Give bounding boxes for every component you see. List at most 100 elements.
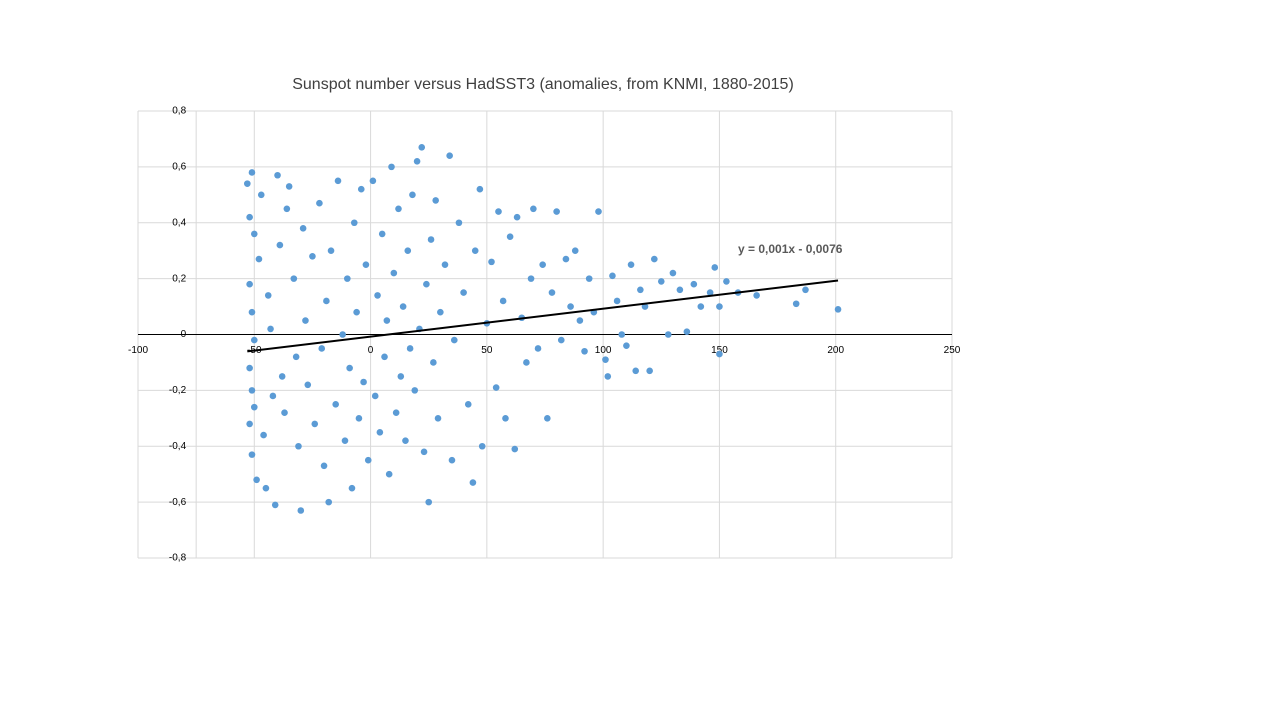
- point: [450, 336, 458, 344]
- point: [511, 445, 519, 453]
- point: [646, 367, 653, 375]
- point: [448, 456, 456, 464]
- point: [513, 213, 521, 221]
- point: [255, 255, 263, 263]
- point: [271, 501, 279, 509]
- point: [548, 289, 556, 296]
- point: [248, 308, 256, 316]
- y-tick-label: 0,8: [172, 106, 186, 117]
- point: [609, 272, 616, 280]
- point: [495, 208, 502, 215]
- y-tick-label: 0,6: [172, 162, 186, 173]
- point: [302, 317, 309, 324]
- point: [316, 199, 323, 207]
- point: [471, 247, 479, 254]
- point: [499, 297, 507, 305]
- point: [339, 331, 346, 338]
- point: [348, 484, 356, 492]
- y-tick-label: -0,2: [169, 385, 187, 396]
- point: [250, 403, 258, 411]
- point: [374, 292, 381, 299]
- point: [423, 280, 430, 288]
- point: [381, 353, 388, 361]
- x-tick-label: 200: [827, 345, 844, 356]
- point: [690, 280, 698, 288]
- point: [437, 308, 444, 316]
- point: [281, 409, 288, 417]
- point: [527, 275, 535, 282]
- point: [476, 185, 484, 193]
- point: [253, 476, 260, 484]
- point: [378, 230, 386, 238]
- point: [311, 420, 319, 428]
- point: [385, 470, 393, 478]
- point: [248, 451, 256, 458]
- point: [264, 292, 272, 299]
- point: [246, 280, 253, 288]
- point: [802, 286, 809, 294]
- point: [357, 185, 365, 193]
- y-tick-label: 0,2: [172, 273, 186, 284]
- point: [246, 420, 253, 428]
- point: [274, 171, 281, 179]
- point: [246, 364, 253, 372]
- point: [397, 373, 405, 380]
- point: [411, 387, 419, 394]
- point: [464, 401, 472, 408]
- x-tick-label: 0: [368, 345, 374, 356]
- point: [632, 367, 640, 375]
- point: [304, 381, 312, 389]
- point: [297, 507, 305, 514]
- point: [248, 169, 256, 176]
- trendline: [247, 279, 839, 353]
- point: [492, 384, 500, 391]
- point: [613, 297, 621, 305]
- point: [669, 269, 677, 277]
- point: [637, 286, 644, 294]
- point: [418, 144, 426, 151]
- point: [323, 297, 330, 305]
- point: [295, 442, 302, 450]
- point: [530, 205, 537, 213]
- point: [269, 392, 277, 400]
- y-tick-label: -0,8: [169, 553, 187, 564]
- point: [327, 247, 335, 254]
- point: [404, 247, 412, 254]
- x-tick-label: -100: [128, 345, 148, 356]
- point: [567, 303, 574, 310]
- y-tick-label: -0,6: [169, 497, 187, 508]
- point: [534, 345, 542, 352]
- point: [406, 345, 414, 352]
- point: [390, 269, 398, 277]
- x-tick-label: 50: [481, 345, 493, 356]
- point: [455, 219, 463, 227]
- point: [376, 428, 384, 436]
- point: [309, 252, 316, 260]
- point: [478, 442, 486, 450]
- point: [334, 177, 342, 185]
- point: [441, 261, 449, 268]
- point: [260, 431, 267, 439]
- point: [346, 364, 353, 372]
- point: [364, 456, 372, 464]
- point: [399, 303, 407, 310]
- point: [664, 331, 672, 338]
- point: [350, 219, 358, 227]
- point: [318, 345, 326, 352]
- point: [355, 415, 363, 422]
- point: [553, 208, 560, 215]
- x-tick-label: 100: [595, 345, 612, 356]
- point: [469, 479, 477, 486]
- point: [332, 401, 339, 408]
- point: [446, 152, 453, 159]
- point: [262, 484, 270, 492]
- point: [602, 356, 609, 363]
- point: [425, 498, 433, 506]
- x-tick-label: 150: [711, 345, 728, 356]
- point: [344, 275, 351, 282]
- point: [697, 303, 705, 310]
- point: [432, 197, 439, 204]
- point: [641, 303, 649, 310]
- point: [502, 415, 509, 422]
